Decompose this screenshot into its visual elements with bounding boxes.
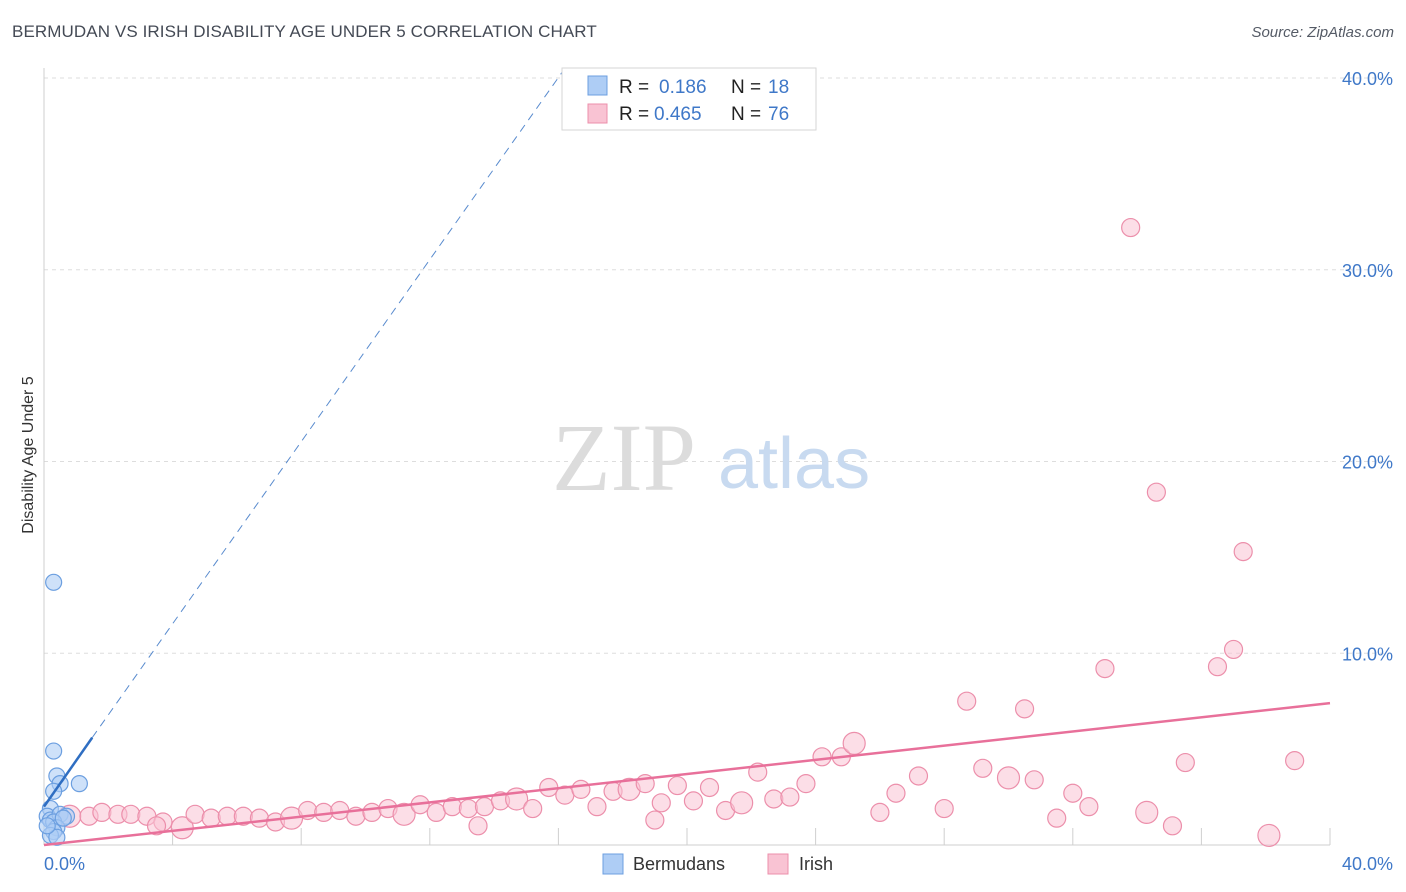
irish-point [908,766,929,786]
irish-point [730,791,754,815]
irish-point [764,789,784,809]
legend-r-label-2: R = [619,104,649,125]
x-tick-labels: 0.0% 40.0% [44,854,1393,874]
irish-point [1047,808,1067,828]
irish-point [121,804,141,824]
legend-n-value-2: 76 [768,104,789,125]
legend-r-label-1: R = [619,77,649,98]
irish-point [1233,542,1253,562]
irish-point [934,798,954,819]
gridlines [44,77,1390,654]
irish-point [217,806,237,826]
bottom-legend-swatch-bermudans [602,853,624,875]
bermudan-point [45,742,63,760]
axes [43,68,1331,846]
irish-point [1024,770,1044,790]
bermudan-point [45,573,63,591]
irish-point [458,798,478,819]
irish-point [1135,800,1159,825]
irish-point [996,766,1021,790]
legend-n-value-1: 18 [768,77,789,98]
legend-r-value-2: 0.465 [654,104,702,125]
irish-point [842,731,866,755]
bermudan-trend-solid [42,736,94,808]
irish-point [92,802,112,823]
irish-point [1095,658,1115,679]
bermudan-point [38,817,56,835]
legend-r-value-1: 0.186 [659,77,707,98]
irish-point [699,777,720,798]
irish-point [426,802,446,823]
bermudan-trend-dashed [91,68,566,738]
irish-point [812,747,832,767]
irish-point [1079,797,1099,817]
bottom-legend-swatch-irish [767,853,789,875]
irish-point [1257,823,1281,848]
irish-point [651,793,671,813]
x-tick-label: 0.0% [44,854,85,874]
legend-n-label-2: N = [731,104,761,125]
bottom-legend: Bermudans Irish [602,853,833,875]
bermudan-point [54,809,72,827]
chart-title: BERMUDAN VS IRISH DISABILITY AGE UNDER 5… [12,22,597,41]
irish-point [886,783,906,803]
irish-point [523,798,543,819]
irish-point [973,758,993,778]
top-legend: R = 0.186 N = 18 R = 0.465 N = 76 [561,67,817,131]
y-tick-labels: 10.0% 20.0% 30.0% 40.0% [1342,69,1393,664]
irish-point [796,774,816,794]
bottom-legend-bermudans: Bermudans [633,854,725,874]
irish-trend [43,701,1331,847]
irish-point [957,691,977,711]
irish-point [201,808,221,828]
irish-point [667,775,687,796]
irish-point [185,804,205,824]
irish-point [1146,482,1166,502]
bottom-legend-irish: Irish [799,854,833,874]
watermark-zip: ZIP [552,404,696,511]
irish-point [1162,816,1183,836]
irish-points [58,217,1305,848]
irish-point [249,808,270,828]
legend-swatch-bermudans [587,75,608,96]
irish-point [1285,751,1305,771]
irish-point [1175,752,1195,773]
irish-point [683,791,704,811]
legend-swatch-irish [587,103,608,124]
bermudan-point [48,828,66,846]
irish-point [571,779,591,799]
x-tick-label: 40.0% [1342,854,1393,874]
y-tick-label: 30.0% [1342,261,1393,281]
bermudan-point [70,775,88,793]
irish-point [645,810,665,830]
irish-point [587,797,607,817]
irish-point [392,802,416,826]
y-axis-label: Disability Age Under 5 [20,376,37,534]
trend-lines [42,68,1331,847]
irish-point [1121,217,1141,238]
irish-point [870,802,890,823]
irish-point [1063,783,1083,803]
irish-point [474,797,495,817]
irish-point [468,816,488,836]
y-tick-label: 20.0% [1342,453,1393,473]
irish-point [1207,657,1228,677]
irish-point [1223,639,1244,660]
y-tick-label: 10.0% [1342,644,1393,664]
irish-point [1014,699,1035,719]
source-label: Source: ZipAtlas.com [1251,24,1394,41]
irish-point [780,787,800,807]
legend-n-label-1: N = [731,77,761,98]
irish-point [146,816,167,836]
y-tick-label: 40.0% [1342,69,1393,89]
irish-point [362,802,382,823]
watermark-atlas: atlas [718,424,870,504]
